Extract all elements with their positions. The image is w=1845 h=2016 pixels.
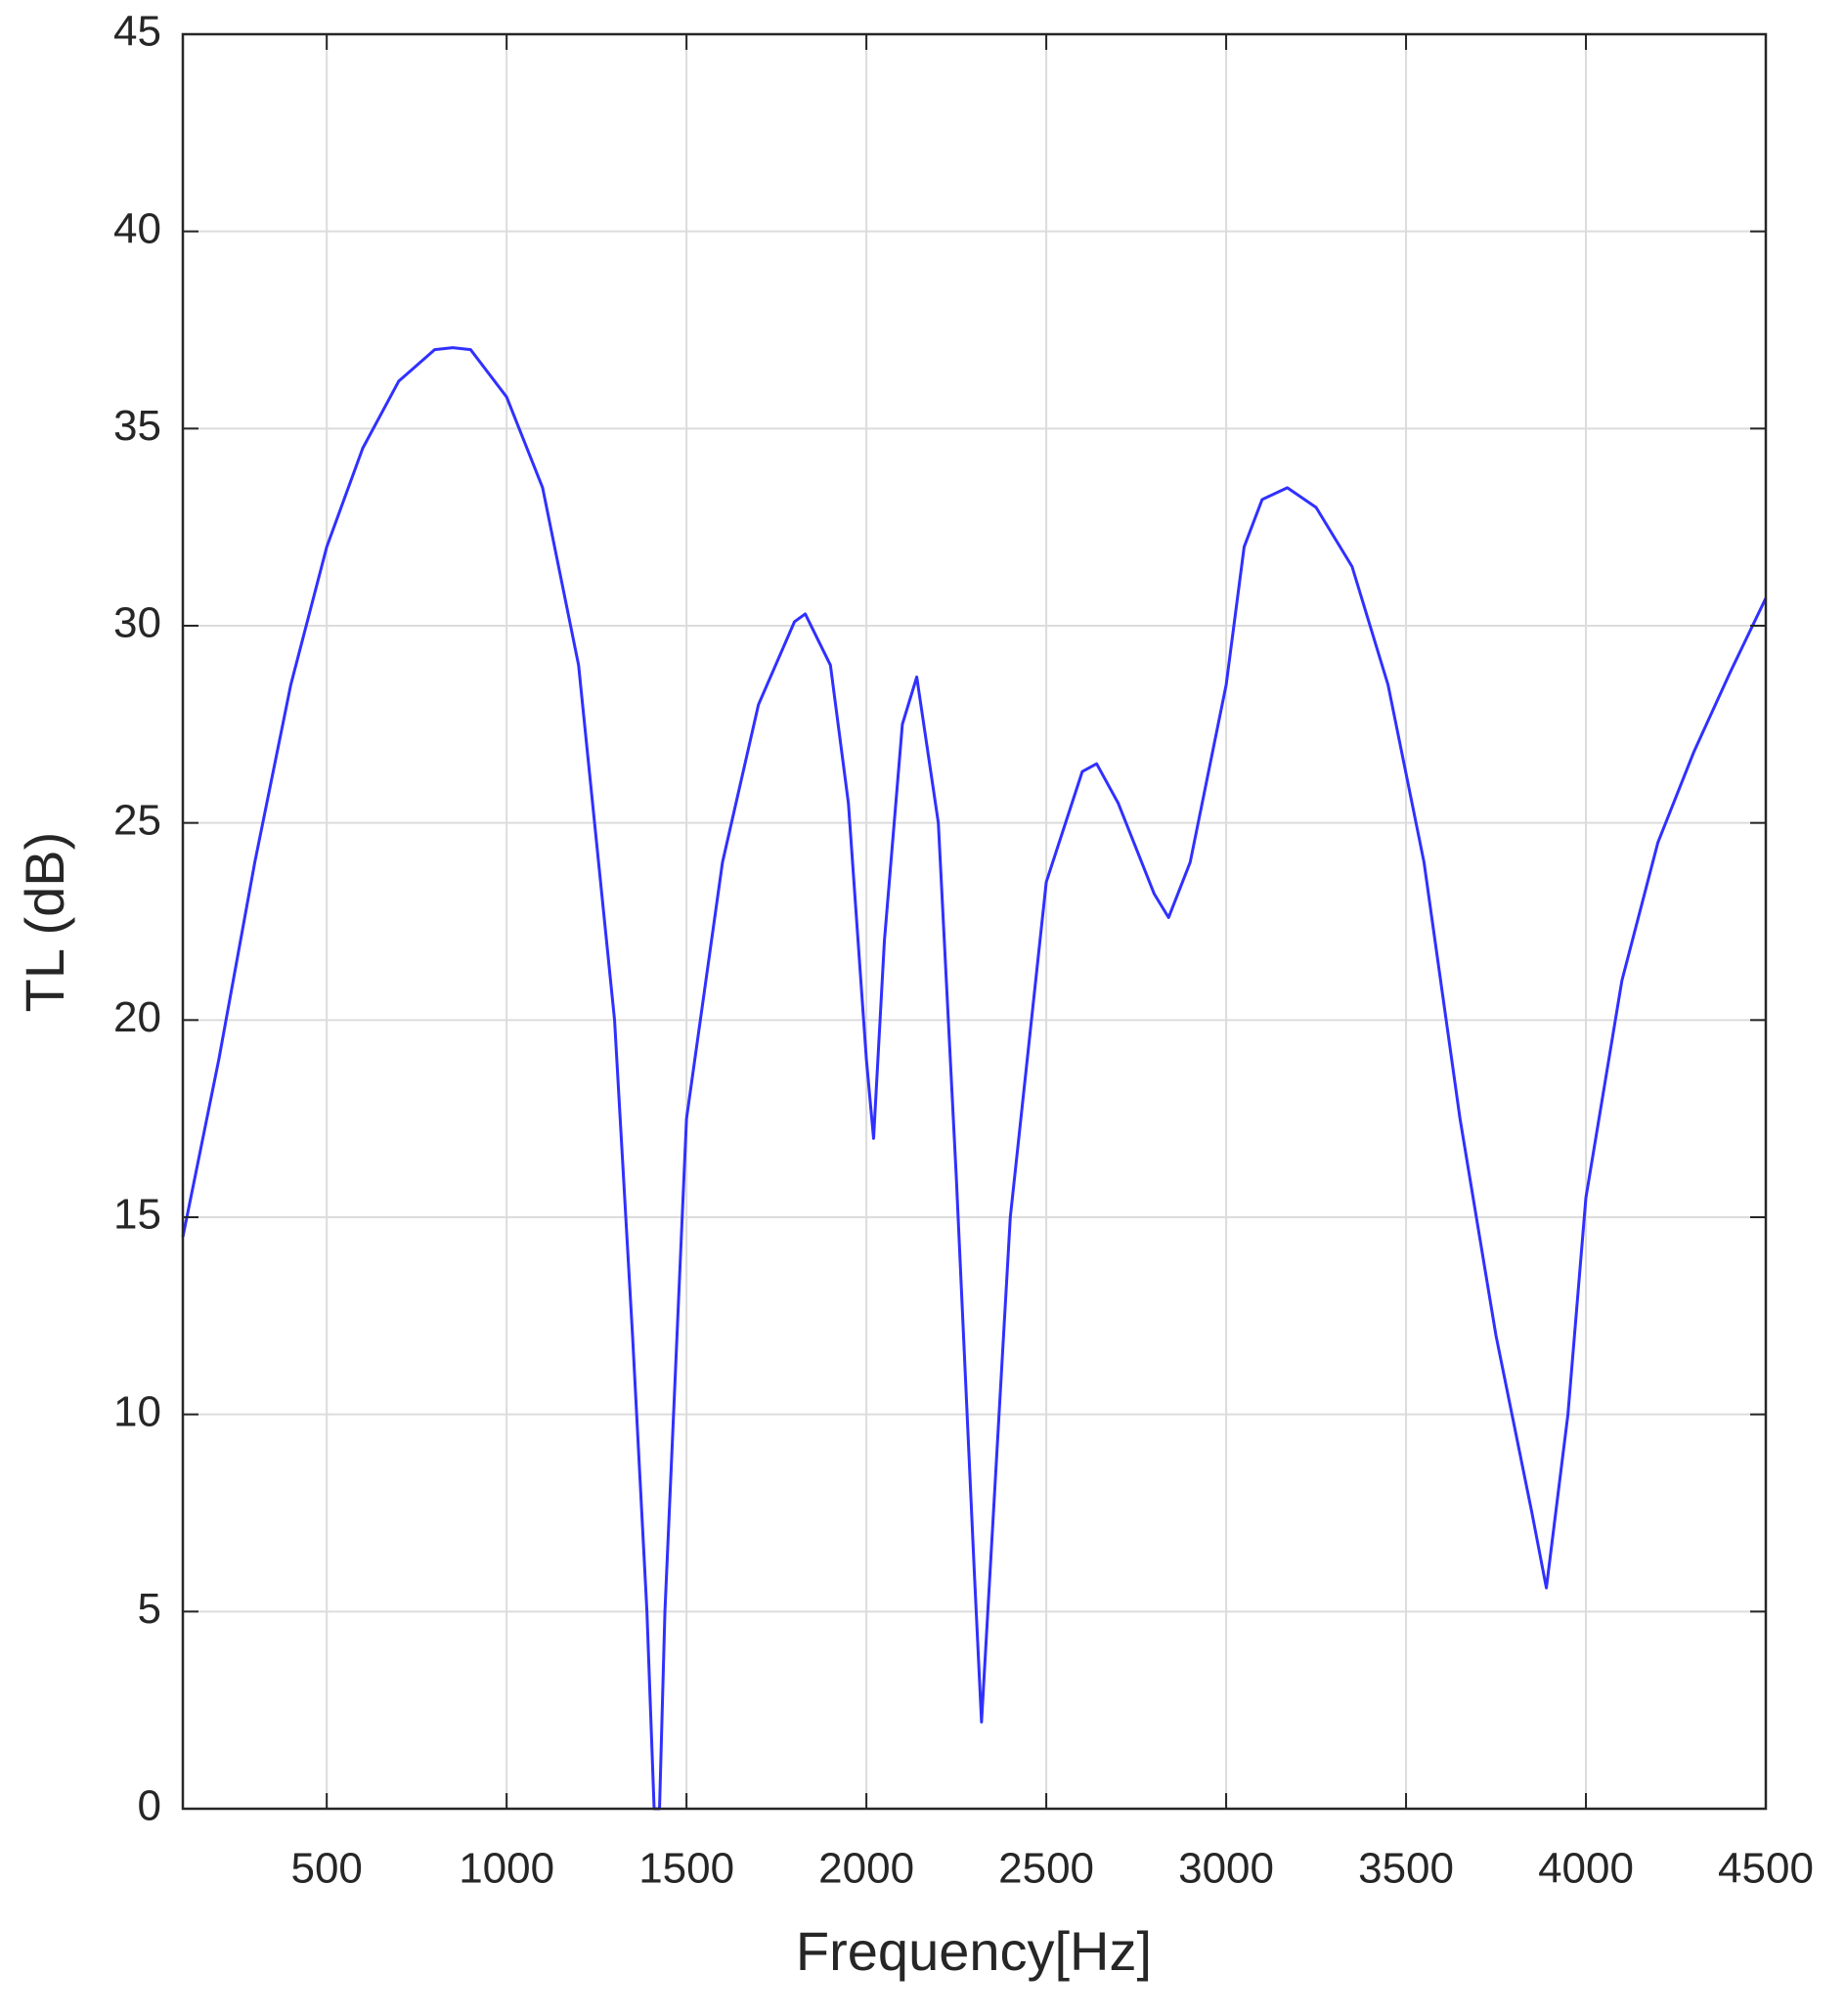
data-line xyxy=(181,346,1768,1811)
x-tick-label: 500 xyxy=(290,1845,362,1893)
y-tick-label: 20 xyxy=(113,993,161,1041)
x-tick-label: 1000 xyxy=(459,1845,554,1893)
x-tick-label: 4000 xyxy=(1538,1845,1634,1893)
x-tick-label: 2000 xyxy=(818,1845,914,1893)
y-tick-label: 30 xyxy=(113,599,161,647)
y-tick-label: 25 xyxy=(113,796,161,844)
y-tick-label: 45 xyxy=(113,8,161,56)
y-tick-label: 0 xyxy=(138,1782,161,1830)
y-tick-label: 10 xyxy=(113,1387,161,1435)
plot xyxy=(181,346,1768,1811)
x-tick-label: 4500 xyxy=(1718,1845,1814,1893)
x-tick-label: 3000 xyxy=(1178,1845,1274,1893)
y-tick-label: 5 xyxy=(138,1585,161,1633)
x-tick-label: 3500 xyxy=(1358,1845,1454,1893)
axes-box xyxy=(181,32,1768,1811)
x-axis-label: Frequency[Hz] xyxy=(796,1920,1152,1982)
y-tick-label: 40 xyxy=(113,204,161,252)
grid xyxy=(183,33,1767,1810)
y-tick-label: 15 xyxy=(113,1191,161,1239)
x-tick-label: 2500 xyxy=(998,1845,1094,1893)
y-tick-label: 35 xyxy=(113,402,161,450)
x-tick-label: 1500 xyxy=(638,1845,734,1893)
y-axis-label: TL (dB) xyxy=(14,832,75,1013)
